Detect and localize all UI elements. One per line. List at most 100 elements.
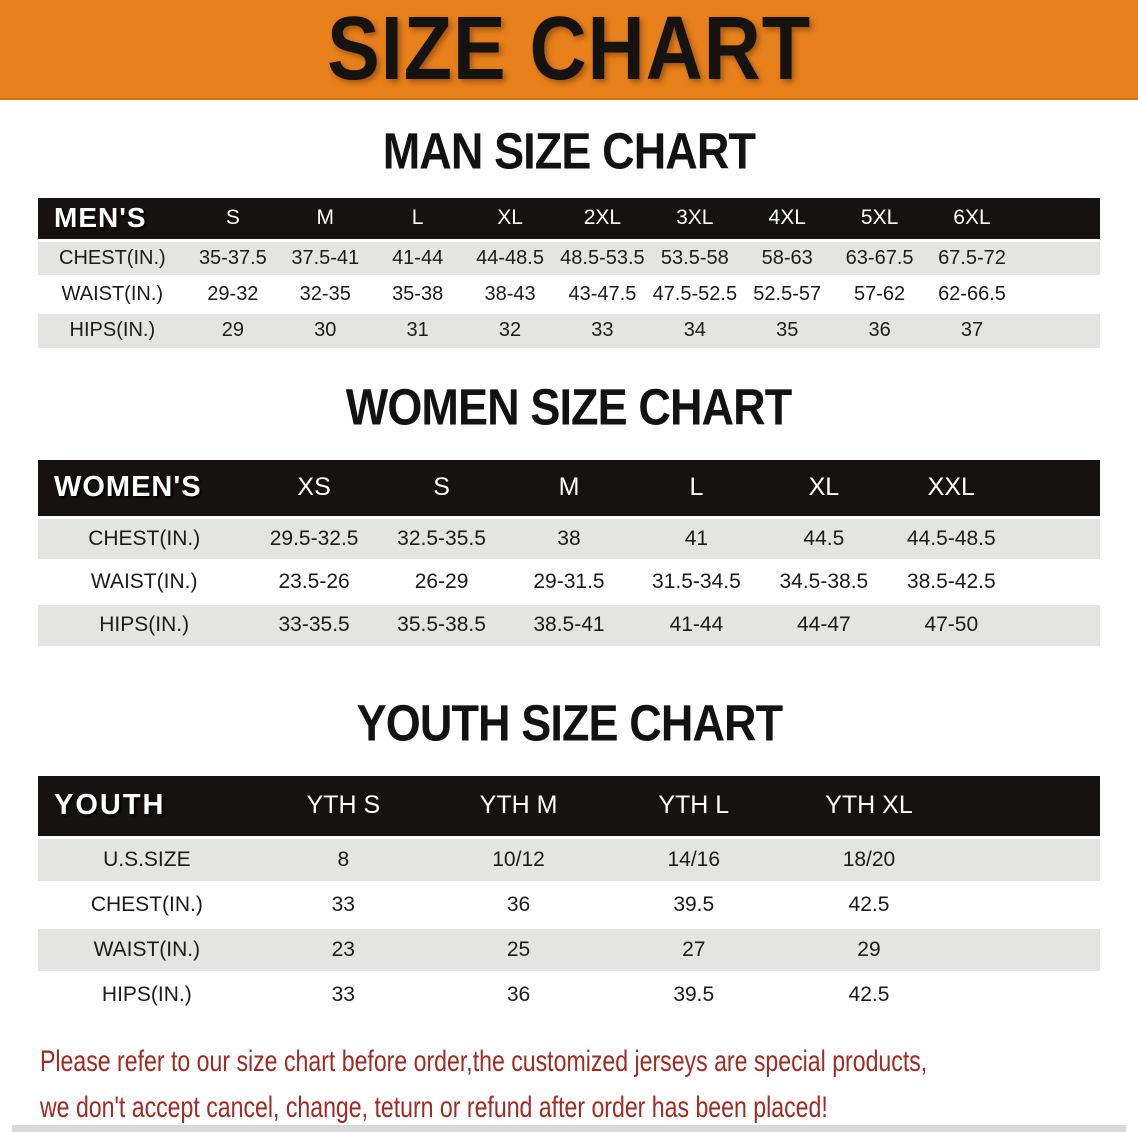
spacer-cell — [956, 970, 1100, 1017]
size-value-cell: 35 — [741, 310, 834, 348]
size-value-cell: 10/12 — [430, 835, 607, 882]
row-label: U.S.SIZE — [38, 835, 256, 882]
table-row: CHEST(IN.) 35-37.5 37.5-41 41-44 44-48.5 48.5… — [38, 238, 1100, 276]
size-column-header: S — [186, 198, 280, 240]
size-value-cell: 41 — [632, 515, 761, 560]
disclaimer: Please refer to our size chart before or… — [40, 1039, 1138, 1131]
size-value-cell: 41-44 — [632, 601, 761, 646]
size-value-cell: 33-35.5 — [250, 601, 378, 646]
size-value-cell: 29-32 — [186, 274, 280, 312]
size-value-cell: 31 — [371, 310, 464, 348]
size-value-cell: 67.5-72 — [925, 238, 1019, 276]
men-size-table-wrap: MEN'S S M L XL 2XL 3XL 4XL 5XL 6XL CHEST(IN.) 35-37… — [38, 198, 1100, 348]
size-value-cell: 36 — [833, 310, 926, 348]
row-label: CHEST(IN.) — [38, 238, 187, 276]
size-column-header: XXL — [887, 460, 1016, 517]
size-value-cell: 29-31.5 — [505, 558, 633, 603]
size-column-header: L — [371, 198, 464, 240]
youth-section-heading-text: YOUTH SIZE CHART — [356, 694, 783, 752]
size-value-cell: 63-67.5 — [833, 238, 926, 276]
size-value-cell: 47.5-52.5 — [648, 274, 742, 312]
size-column-header: XL — [760, 460, 888, 517]
size-value-cell: 29.5-32.5 — [250, 515, 378, 560]
youth-size-table: YOUTH YTH S YTH M YTH L YTH XL U.S.SIZE 8 10/12… — [38, 776, 1100, 1017]
spacer-cell — [1018, 274, 1100, 312]
size-value-cell: 47-50 — [887, 601, 1016, 646]
size-column-header: YTH XL — [781, 776, 957, 837]
row-label: CHEST(IN.) — [38, 880, 256, 927]
size-value-cell: 42.5 — [781, 970, 957, 1017]
women-size-table: WOMEN'S XS S M L XL XXL CHEST(IN.) 29.5-32.5 32.5… — [38, 460, 1100, 646]
size-value-cell: 14/16 — [606, 835, 782, 882]
size-value-cell: 25 — [430, 925, 607, 972]
spacer-cell — [1015, 460, 1100, 517]
size-value-cell: 32-35 — [279, 274, 372, 312]
size-column-header: M — [279, 198, 372, 240]
men-size-table: MEN'S S M L XL 2XL 3XL 4XL 5XL 6XL CHEST(IN.) 35-37… — [38, 198, 1100, 348]
size-value-cell: 34 — [648, 310, 742, 348]
table-corner-label: YOUTH — [38, 776, 256, 837]
row-label: HIPS(IN.) — [38, 970, 256, 1017]
size-value-cell: 38-43 — [463, 274, 557, 312]
size-value-cell: 52.5-57 — [741, 274, 834, 312]
size-value-cell: 38.5-41 — [505, 601, 633, 646]
size-value-cell: 35-38 — [371, 274, 464, 312]
size-value-cell: 26-29 — [377, 558, 506, 603]
size-value-cell: 36 — [430, 880, 607, 927]
table-header-row: YOUTH YTH S YTH M YTH L YTH XL — [38, 776, 1100, 837]
size-value-cell: 38.5-42.5 — [887, 558, 1016, 603]
bottom-edge-divider — [12, 1125, 1126, 1132]
size-value-cell: 48.5-53.5 — [556, 238, 649, 276]
size-column-header: YTH S — [255, 776, 431, 837]
spacer-cell — [956, 925, 1100, 972]
size-value-cell: 39.5 — [606, 970, 782, 1017]
size-column-header: YTH L — [606, 776, 782, 837]
spacer-cell — [956, 880, 1100, 927]
page-title: SIZE CHART — [327, 0, 811, 99]
size-value-cell: 41-44 — [371, 238, 464, 276]
table-corner-label: MEN'S — [38, 198, 187, 240]
size-value-cell: 33 — [556, 310, 649, 348]
banner: SIZE CHART — [0, 0, 1138, 100]
size-value-cell: 31.5-34.5 — [632, 558, 761, 603]
table-row: HIPS(IN.) 33-35.5 35.5-38.5 38.5-41 41-44 44-… — [38, 601, 1100, 646]
size-value-cell: 58-63 — [741, 238, 834, 276]
size-column-header: M — [505, 460, 633, 517]
size-value-cell: 38 — [505, 515, 633, 560]
size-column-header: S — [377, 460, 506, 517]
youth-section-heading: YOUTH SIZE CHART — [0, 694, 1138, 752]
table-row: WAIST(IN.) 23 25 27 29 — [38, 925, 1100, 972]
size-value-cell: 37 — [925, 310, 1019, 348]
size-value-cell: 44.5-48.5 — [887, 515, 1016, 560]
table-row: HIPS(IN.) 33 36 39.5 42.5 — [38, 970, 1100, 1017]
spacer-cell — [1015, 601, 1100, 646]
table-row: CHEST(IN.) 29.5-32.5 32.5-35.5 38 41 44.5 44.5… — [38, 515, 1100, 560]
size-value-cell: 23 — [255, 925, 431, 972]
size-value-cell: 53.5-58 — [648, 238, 742, 276]
size-value-cell: 37.5-41 — [279, 238, 372, 276]
size-value-cell: 18/20 — [781, 835, 957, 882]
row-label: WAIST(IN.) — [38, 558, 251, 603]
row-label: WAIST(IN.) — [38, 274, 187, 312]
spacer-cell — [1015, 515, 1100, 560]
size-value-cell: 57-62 — [833, 274, 926, 312]
size-value-cell: 62-66.5 — [925, 274, 1019, 312]
size-value-cell: 30 — [279, 310, 372, 348]
row-label: HIPS(IN.) — [38, 601, 251, 646]
spacer-cell — [956, 835, 1100, 882]
row-label: CHEST(IN.) — [38, 515, 251, 560]
size-value-cell: 32.5-35.5 — [377, 515, 506, 560]
size-value-cell: 34.5-38.5 — [760, 558, 888, 603]
table-row: CHEST(IN.) 33 36 39.5 42.5 — [38, 880, 1100, 927]
women-section-heading: WOMEN SIZE CHART — [0, 378, 1138, 436]
spacer-cell — [1015, 558, 1100, 603]
disclaimer-line-1: Please refer to our size chart before or… — [40, 1045, 928, 1078]
table-corner-label: WOMEN'S — [38, 460, 251, 517]
women-section-heading-text: WOMEN SIZE CHART — [346, 378, 792, 436]
spacer-cell — [1018, 310, 1100, 348]
table-header-row: WOMEN'S XS S M L XL XXL — [38, 460, 1100, 517]
table-row: WAIST(IN.) 29-32 32-35 35-38 38-43 43-47.5 47.… — [38, 274, 1100, 312]
spacer-cell — [1018, 198, 1100, 240]
size-value-cell: 44.5 — [760, 515, 888, 560]
size-column-header: 3XL — [648, 198, 742, 240]
